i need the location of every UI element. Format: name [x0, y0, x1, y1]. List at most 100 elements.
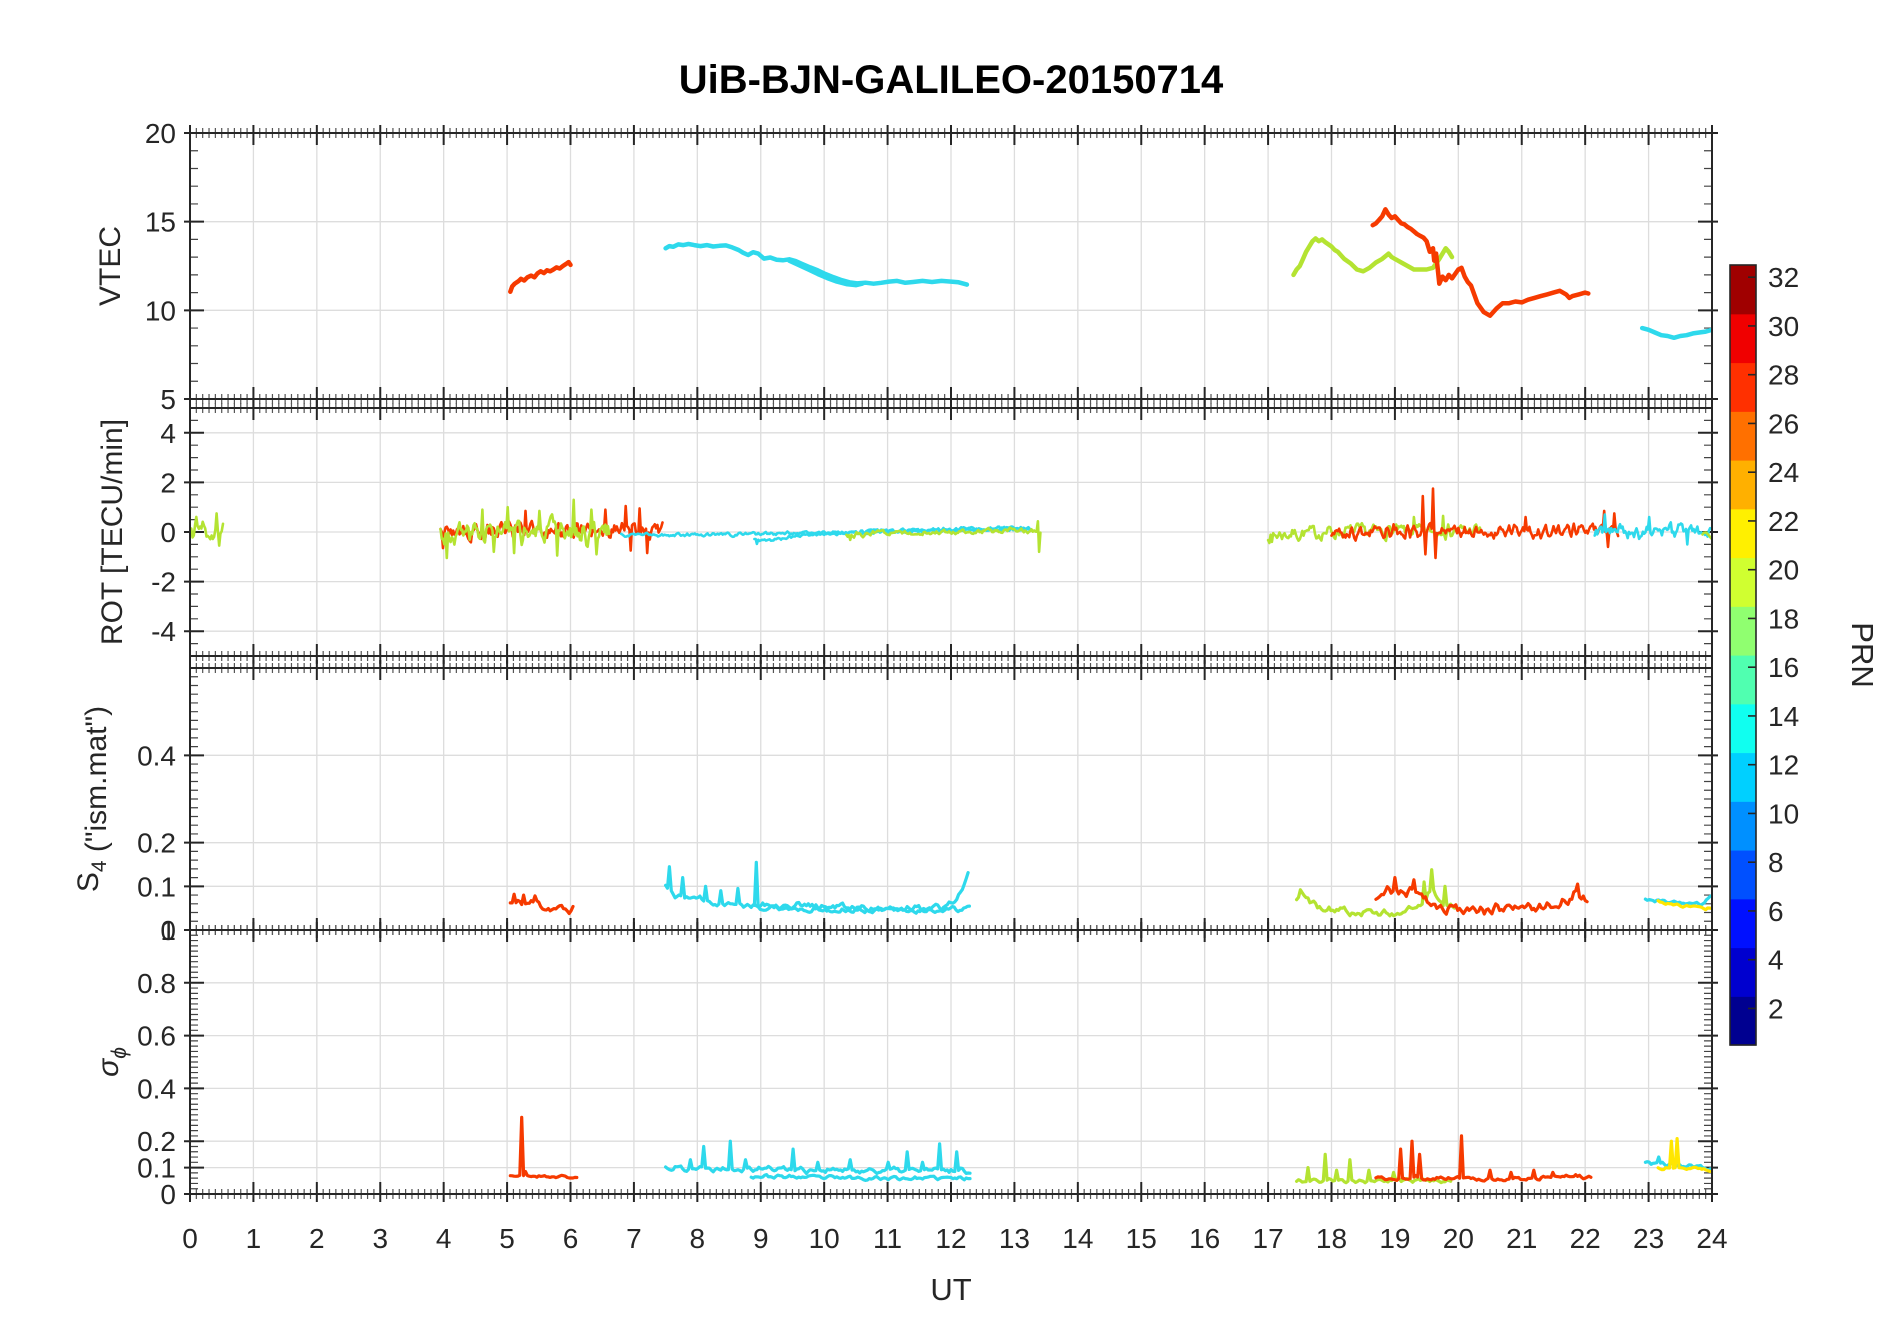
- y-axis-label-sigmaphi: σϕ: [92, 1047, 131, 1077]
- panel-rot: -4 -2 0 2 4 ROT [TECU/min]: [96, 400, 1718, 664]
- y-tick-label: 0: [160, 517, 176, 548]
- y-axis-label-rot: ROT [TECU/min]: [96, 419, 129, 645]
- colorbar-segment: [1730, 508, 1756, 559]
- x-tick-label: 24: [1696, 1223, 1727, 1254]
- x-tick-label: 1: [246, 1223, 262, 1254]
- colorbar-tick-label: 28: [1768, 360, 1799, 391]
- panel-box-rot: [189, 407, 1713, 657]
- y-tick-label: 2: [160, 467, 176, 498]
- x-gridlines: [252, 930, 1650, 1194]
- trace-vtec-cyan-second: [787, 258, 865, 288]
- y-tick-label: 5: [160, 384, 176, 415]
- colorbar-segment: [1730, 947, 1756, 997]
- trace-rot-red-evening: [1330, 487, 1620, 560]
- colorbar-tick-label: 14: [1768, 701, 1799, 732]
- x-tick-label: 6: [563, 1223, 579, 1254]
- trace-vtec-cyan-midday: [663, 241, 970, 287]
- colorbar-tick-label: 4: [1768, 945, 1784, 976]
- colorbar-tick-label: 26: [1768, 408, 1799, 439]
- y-gridlines: [190, 221, 1712, 311]
- series-group-s4: [508, 860, 1712, 918]
- colorbar-tick-label: 30: [1768, 311, 1799, 342]
- x-tick-label: 15: [1126, 1223, 1157, 1254]
- trace-sig-red-morning: [508, 1115, 579, 1180]
- trace-sig-cyan-second: [749, 1173, 972, 1182]
- y-tick-label: 0.2: [137, 1126, 176, 1157]
- trace-rot-green-midday: [845, 520, 1042, 554]
- panel-vtec: 5 10 15 20 VTEC: [94, 118, 1718, 415]
- y-tick-label: 0.1: [137, 871, 176, 902]
- trace-s4-cyan-night: [1643, 893, 1712, 907]
- trace-s4-red-morning: [508, 892, 575, 916]
- y-tick-label: 0.4: [137, 1073, 176, 1104]
- trace-vtec-green-evening: [1291, 236, 1455, 278]
- trace-sig-yellow-night: [1656, 1137, 1712, 1174]
- trace-vtec-red-evening: [1370, 207, 1591, 318]
- y-tick-label: 0.6: [137, 1021, 176, 1052]
- x-tick-label: 10: [809, 1223, 840, 1254]
- x-tick-label: 23: [1633, 1223, 1664, 1254]
- colorbar-segment: [1730, 655, 1756, 705]
- x-gridlines: [252, 668, 1650, 930]
- colorbar-tick-label: 8: [1768, 847, 1784, 878]
- x-tick-label: 3: [372, 1223, 388, 1254]
- trace-rot-green-0h: [190, 512, 225, 547]
- x-tick-label: 18: [1316, 1223, 1347, 1254]
- y-minor-ticks: [190, 934, 1712, 1190]
- trace-sig-cyan-midday: [664, 1139, 972, 1176]
- x-tick-label: 20: [1443, 1223, 1474, 1254]
- y-minor-ticks: [190, 150, 1712, 382]
- colorbar-segment: [1730, 703, 1756, 754]
- colorbar-segment: [1730, 362, 1756, 412]
- colorbar-tick-label: 6: [1768, 896, 1784, 927]
- x-axis-label: UT: [930, 1272, 971, 1307]
- trace-s4-green-evening: [1295, 868, 1457, 918]
- trace-rot-cyan-second: [753, 526, 1031, 546]
- x-tick-label: 12: [935, 1223, 966, 1254]
- panel-box-vtec: [189, 132, 1713, 400]
- series-group-rot: [190, 487, 1712, 560]
- y-tick-label: 4: [160, 418, 176, 449]
- y-tick-label: 0: [160, 1179, 176, 1210]
- colorbar-tick-label: 2: [1768, 993, 1784, 1024]
- x-axis: 0 1 2 3 4 5 6 7 8 9 10 11 12 13 14 15 16 17 18 19 20 21 22 23 24…: [182, 1223, 1727, 1307]
- colorbar-tick-label: 32: [1768, 262, 1799, 293]
- trace-sig-red-evening: [1374, 1134, 1593, 1183]
- colorbar-tick-label: 24: [1768, 457, 1799, 488]
- trace-s4-cyan-midday: [664, 865, 970, 914]
- y-tick-label: 0: [160, 915, 176, 946]
- panel-box-sigmaphi: [189, 929, 1713, 1195]
- x-tick-label: 14: [1062, 1223, 1093, 1254]
- series-group-vtec: [508, 207, 1712, 341]
- y-tick-label: 15: [145, 207, 176, 238]
- x-tick-label: 22: [1570, 1223, 1601, 1254]
- y-tick-label: 0.8: [137, 968, 176, 999]
- x-tick-label: 9: [753, 1223, 769, 1254]
- x-tick-label: 16: [1189, 1223, 1220, 1254]
- colorbar-tick-label: 16: [1768, 652, 1799, 683]
- colorbar-tick-label: 18: [1768, 603, 1799, 634]
- x-tick-label: 13: [999, 1223, 1030, 1254]
- trace-rot-cyan-night: [1593, 513, 1712, 546]
- trace-vtec-red-morning: [508, 259, 573, 294]
- trace-vtec-cyan-night: [1639, 325, 1712, 341]
- trace-rot-green-night: [1701, 531, 1712, 540]
- colorbar-axis-label: PRN: [1845, 622, 1880, 687]
- y-tick-label: -2: [151, 567, 176, 598]
- y-tick-label: 0.1: [137, 1153, 176, 1184]
- chart-title: UiB-BJN-GALILEO-20150714: [678, 58, 1224, 102]
- colorbar-segment: [1730, 265, 1756, 315]
- colorbar-segment: [1730, 898, 1756, 949]
- y-gridlines: [190, 754, 1712, 887]
- trace-s4-red-evening: [1374, 876, 1589, 916]
- y-tick-label: 1: [160, 915, 176, 946]
- x-tick-label: 4: [436, 1223, 452, 1254]
- y-gridlines: [190, 982, 1712, 1169]
- trace-s4-cyan-second: [752, 860, 971, 915]
- y-minor-ticks: [190, 667, 1712, 922]
- y-tick-label: 10: [145, 295, 176, 326]
